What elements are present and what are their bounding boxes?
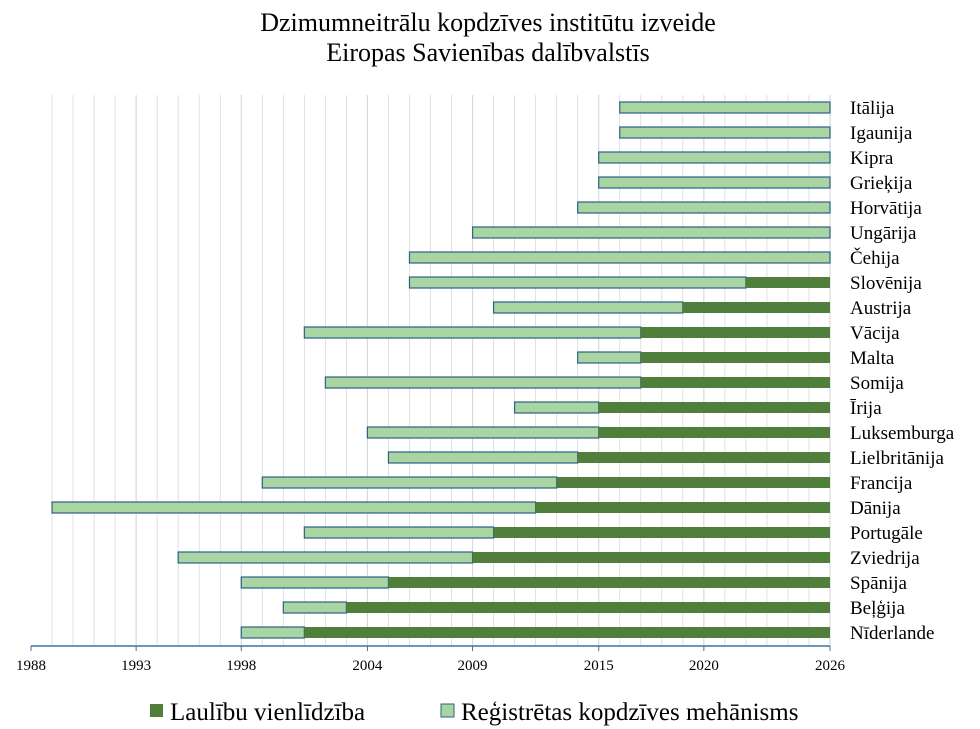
bar-marriage — [598, 427, 830, 438]
country-labels: Itālija Igaunija Kipra Grieķija Horvātija Ung… — [850, 98, 955, 644]
country-label: Dānija — [850, 498, 901, 519]
bar-partnership — [366, 426, 600, 439]
country-label: Zviedrija — [850, 548, 920, 569]
x-tick-label: 2015 — [584, 658, 614, 674]
bar-marriage — [556, 477, 830, 488]
bar-marriage — [745, 277, 830, 288]
bar-partnership — [492, 301, 684, 314]
bar-partnership — [51, 501, 537, 514]
bar-marriage — [472, 552, 830, 563]
bar-marriage — [640, 377, 830, 388]
bar-partnership — [282, 601, 347, 614]
bar-partnership — [408, 276, 747, 289]
country-label: Vācija — [850, 323, 900, 344]
x-tick-label: 2004 — [352, 658, 383, 674]
bar-partnership — [261, 476, 558, 489]
country-label: Spānija — [850, 573, 908, 594]
country-label: Nīderlande — [850, 623, 934, 644]
country-label: Somija — [850, 373, 904, 394]
bar-marriage — [304, 627, 830, 638]
country-label: Ungārija — [850, 223, 917, 244]
x-tick-label: 2026 — [815, 658, 846, 674]
country-label: Portugāle — [850, 523, 923, 544]
country-label: Čehija — [850, 247, 900, 269]
bar-marriage — [535, 502, 830, 513]
bar-partnership — [619, 126, 831, 139]
bar-partnership — [408, 251, 831, 264]
bar-marriage — [682, 302, 830, 313]
bar-marriage — [598, 402, 830, 413]
bar-partnership — [577, 201, 831, 214]
bar-partnership — [577, 351, 642, 364]
chart-title-line-1: Dzimumneitrālu kopdzīves institūtu izvei… — [260, 8, 716, 37]
country-label: Austrija — [850, 298, 912, 319]
country-label: Francija — [850, 473, 913, 494]
bar-marriage — [640, 327, 830, 338]
chart-title-line-2: Eiropas Savienības dalībvalstīs — [326, 38, 650, 67]
x-tick-label: 2020 — [689, 658, 719, 674]
chart-title: Dzimumneitrālu kopdzīves institūtu izvei… — [260, 8, 716, 67]
x-axis: 1988 1993 1998 2004 2009 2015 2020 2026 — [16, 645, 846, 674]
x-tick-label: 1998 — [226, 658, 256, 674]
bar-partnership — [514, 401, 600, 414]
bar-marriage — [577, 452, 830, 463]
bar-partnership — [303, 326, 642, 339]
bar-marriage — [388, 577, 830, 588]
bar-marriage — [346, 602, 830, 613]
country-label: Lielbritānija — [850, 448, 944, 469]
x-tick-label: 1993 — [121, 658, 151, 674]
legend-swatch-marriage — [150, 704, 163, 717]
country-label: Īrija — [850, 398, 882, 419]
bar-marriage — [640, 352, 830, 363]
bar-partnership — [240, 626, 305, 639]
country-label: Igaunija — [850, 123, 913, 144]
country-label: Horvātija — [850, 198, 922, 219]
bar-partnership — [324, 376, 642, 389]
x-tick-label: 2009 — [458, 658, 488, 674]
x-tick-label: 1988 — [16, 658, 46, 674]
bars — [51, 101, 831, 639]
bar-partnership — [387, 451, 579, 464]
legend-swatch-partnership — [440, 703, 455, 718]
country-label: Kipra — [850, 148, 894, 169]
country-label: Beļģija — [850, 598, 905, 619]
bar-partnership — [177, 551, 474, 564]
bar-partnership — [303, 526, 495, 539]
country-label: Itālija — [850, 98, 895, 119]
legend: Laulību vienlīdzība Reģistrētas kopdzīve… — [150, 699, 798, 726]
bar-partnership — [598, 151, 831, 164]
country-label: Grieķija — [850, 173, 913, 194]
bar-partnership — [619, 101, 831, 114]
country-label: Luksemburga — [850, 423, 955, 444]
country-label: Malta — [850, 348, 895, 369]
bar-marriage — [493, 527, 830, 538]
bar-partnership — [471, 226, 831, 239]
legend-label-marriage: Laulību vienlīdzība — [170, 699, 365, 726]
legend-label-partnership: Reģistrētas kopdzīves mehānisms — [461, 699, 798, 726]
bar-partnership — [240, 576, 390, 589]
bar-partnership — [598, 176, 831, 189]
country-label: Slovēnija — [850, 273, 922, 294]
